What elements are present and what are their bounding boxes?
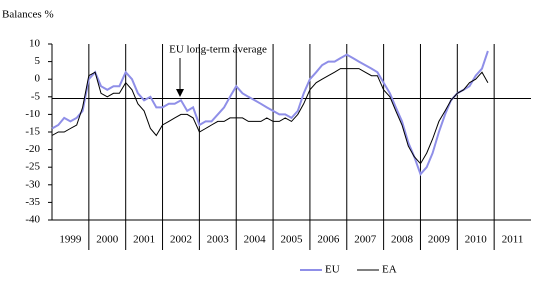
y-tick-label: -40: [25, 214, 40, 226]
y-axis-label: Balances %: [2, 9, 54, 21]
series-line: [51, 68, 489, 165]
x-tick-label: 1999: [59, 234, 82, 246]
x-tick-label: 2000: [96, 234, 119, 246]
y-tick-label: 5: [35, 55, 41, 67]
annotation: EU long-term average: [169, 44, 267, 56]
x-tick-label: 2009: [428, 234, 451, 246]
x-tick-label: 2001: [133, 234, 155, 246]
annotation-arrowhead: [176, 89, 184, 97]
x-tick-label: 2003: [207, 234, 230, 246]
x-tick-label: 2011: [502, 234, 524, 246]
y-tick-label: -35: [25, 196, 40, 208]
series-line: [51, 50, 489, 177]
legend-label: EA: [382, 264, 397, 276]
y-tick-label: -30: [25, 178, 40, 190]
y-tick-label: -10: [25, 108, 40, 120]
y-tick-label: 0: [35, 73, 41, 85]
x-tick-label: 2010: [465, 234, 488, 246]
y-tick-label: -15: [25, 126, 40, 138]
y-tick-label: -20: [25, 143, 40, 155]
x-tick-label: 2006: [317, 234, 340, 246]
x-tick-label: 2008: [391, 234, 414, 246]
y-tick-label: -25: [25, 161, 40, 173]
x-tick-label: 2002: [170, 234, 192, 246]
x-tick-label: 2005: [281, 234, 304, 246]
legend-label: EU: [325, 264, 340, 276]
y-tick-label: 10: [29, 38, 41, 50]
y-tick-label: -5: [31, 90, 41, 102]
x-tick-label: 2004: [244, 234, 267, 246]
x-tick-label: 2007: [354, 234, 377, 246]
